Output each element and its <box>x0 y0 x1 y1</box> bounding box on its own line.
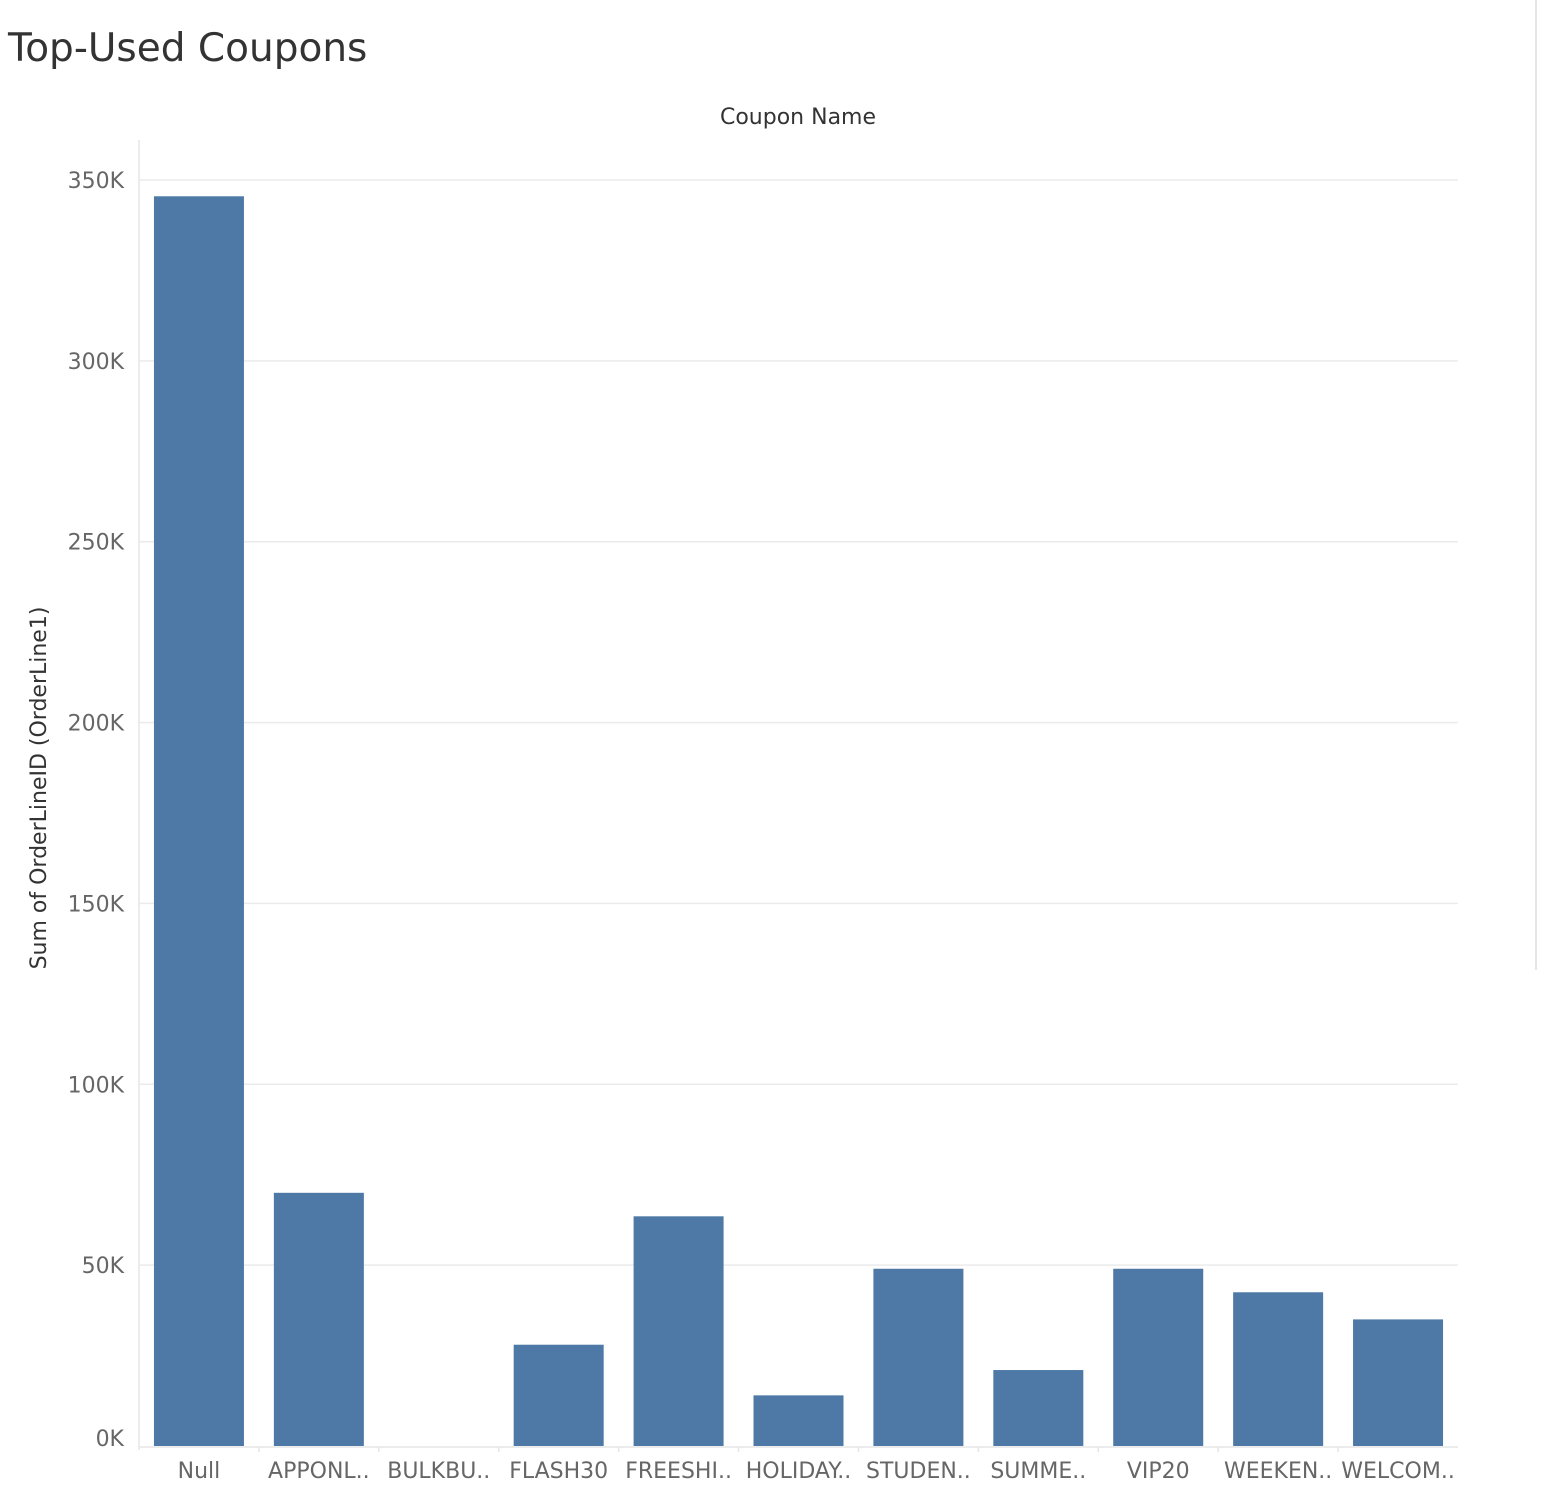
bar-summe[interactable] <box>993 1370 1084 1446</box>
bar-freeshi[interactable] <box>633 1216 724 1446</box>
bar-welcom[interactable] <box>1353 1319 1444 1446</box>
bar-holiday[interactable] <box>753 1395 844 1446</box>
y-axis-ticks: 0K 50K 100K 150K 200K 250K 300K 350K <box>68 169 125 1452</box>
x-tick-label: WELCOM.. <box>1341 1459 1455 1484</box>
x-tick-label: APPONL.. <box>268 1459 370 1484</box>
bar-weeken[interactable] <box>1233 1292 1324 1446</box>
bar-flash30[interactable] <box>513 1344 604 1446</box>
x-tick-label: WEEKEN.. <box>1224 1459 1332 1484</box>
y-tick-label: 100K <box>68 1073 125 1098</box>
bar-vip20[interactable] <box>1113 1268 1204 1446</box>
y-tick-label: 50K <box>82 1254 125 1279</box>
x-tick-label: VIP20 <box>1127 1459 1190 1484</box>
x-axis-label: Coupon Name <box>720 105 876 130</box>
y-tick-label: 250K <box>68 531 125 556</box>
x-tick-label: FREESHI.. <box>625 1459 732 1484</box>
x-tick-label: STUDEN.. <box>866 1459 971 1484</box>
panel-edge <box>1535 0 1537 970</box>
y-tick-label: 150K <box>68 892 125 917</box>
x-tick-label: Null <box>178 1459 221 1484</box>
x-axis-ticks: Null APPONL.. BULKBU.. FLASH30 FREESHI.. HOLI… <box>178 1447 1455 1484</box>
chart-title: Top-Used Coupons <box>8 26 368 71</box>
bar-null[interactable] <box>153 196 244 1447</box>
y-tick-label: 300K <box>68 350 125 375</box>
bar-apponl[interactable] <box>273 1192 364 1446</box>
x-tick-label: SUMME.. <box>990 1459 1086 1484</box>
y-tick-label: 0K <box>96 1427 125 1452</box>
x-tick-label: BULKBU.. <box>387 1459 490 1484</box>
x-tick-label: FLASH30 <box>509 1459 608 1484</box>
y-tick-label: 350K <box>68 169 125 194</box>
y-axis-label: Sum of OrderLineID (OrderLine1) <box>27 607 52 970</box>
bar-studen[interactable] <box>873 1268 964 1446</box>
y-tick-label: 200K <box>68 712 125 737</box>
x-tick-label: HOLIDAY.. <box>746 1459 851 1484</box>
bars <box>153 196 1444 1447</box>
